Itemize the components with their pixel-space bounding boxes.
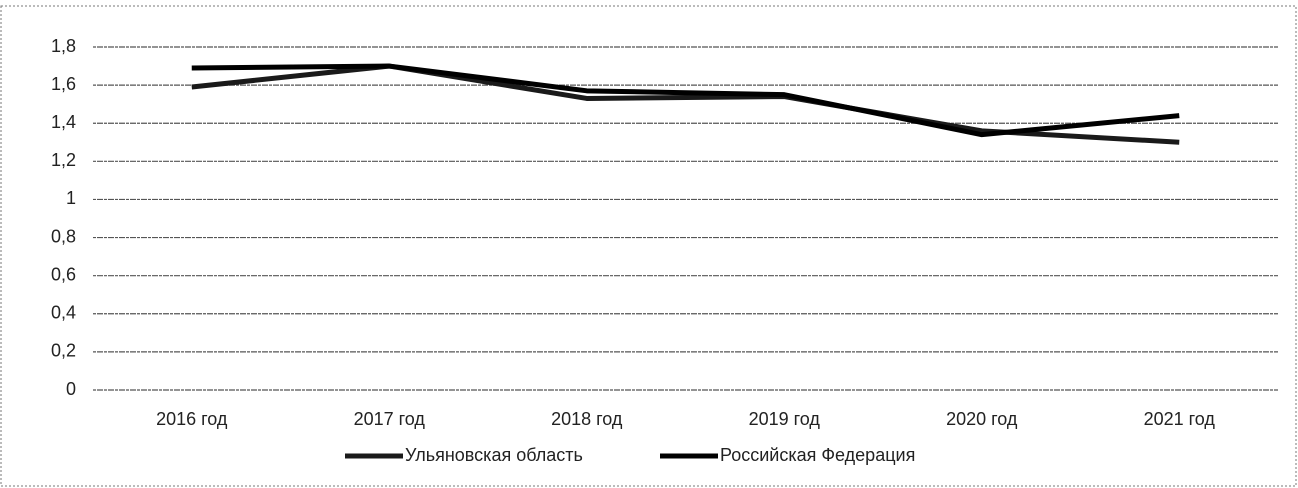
legend-label: Ульяновская область <box>405 445 583 465</box>
y-tick-label: 1 <box>66 188 76 208</box>
x-tick-label: 2018 год <box>551 409 623 429</box>
y-tick-label: 1,8 <box>51 36 76 56</box>
x-tick-label: 2019 год <box>749 409 821 429</box>
x-tick-label: 2017 год <box>354 409 426 429</box>
y-tick-label: 1,4 <box>51 112 76 132</box>
legend-label: Российская Федерация <box>720 445 915 465</box>
series-line <box>191 63 1180 138</box>
y-tick-label: 1,6 <box>51 74 76 94</box>
y-tick-label: 0,2 <box>51 341 76 361</box>
y-tick-label: 0,6 <box>51 264 76 284</box>
y-tick-label: 1,2 <box>51 150 76 170</box>
x-tick-label: 2020 год <box>946 409 1018 429</box>
chart-border <box>0 5 1297 487</box>
x-tick-label: 2021 год <box>1144 409 1216 429</box>
x-tick-label: 2016 год <box>156 409 228 429</box>
y-tick-label: 0 <box>66 379 76 399</box>
y-tick-label: 0,8 <box>51 226 76 246</box>
y-tick-label: 0,4 <box>51 303 76 323</box>
